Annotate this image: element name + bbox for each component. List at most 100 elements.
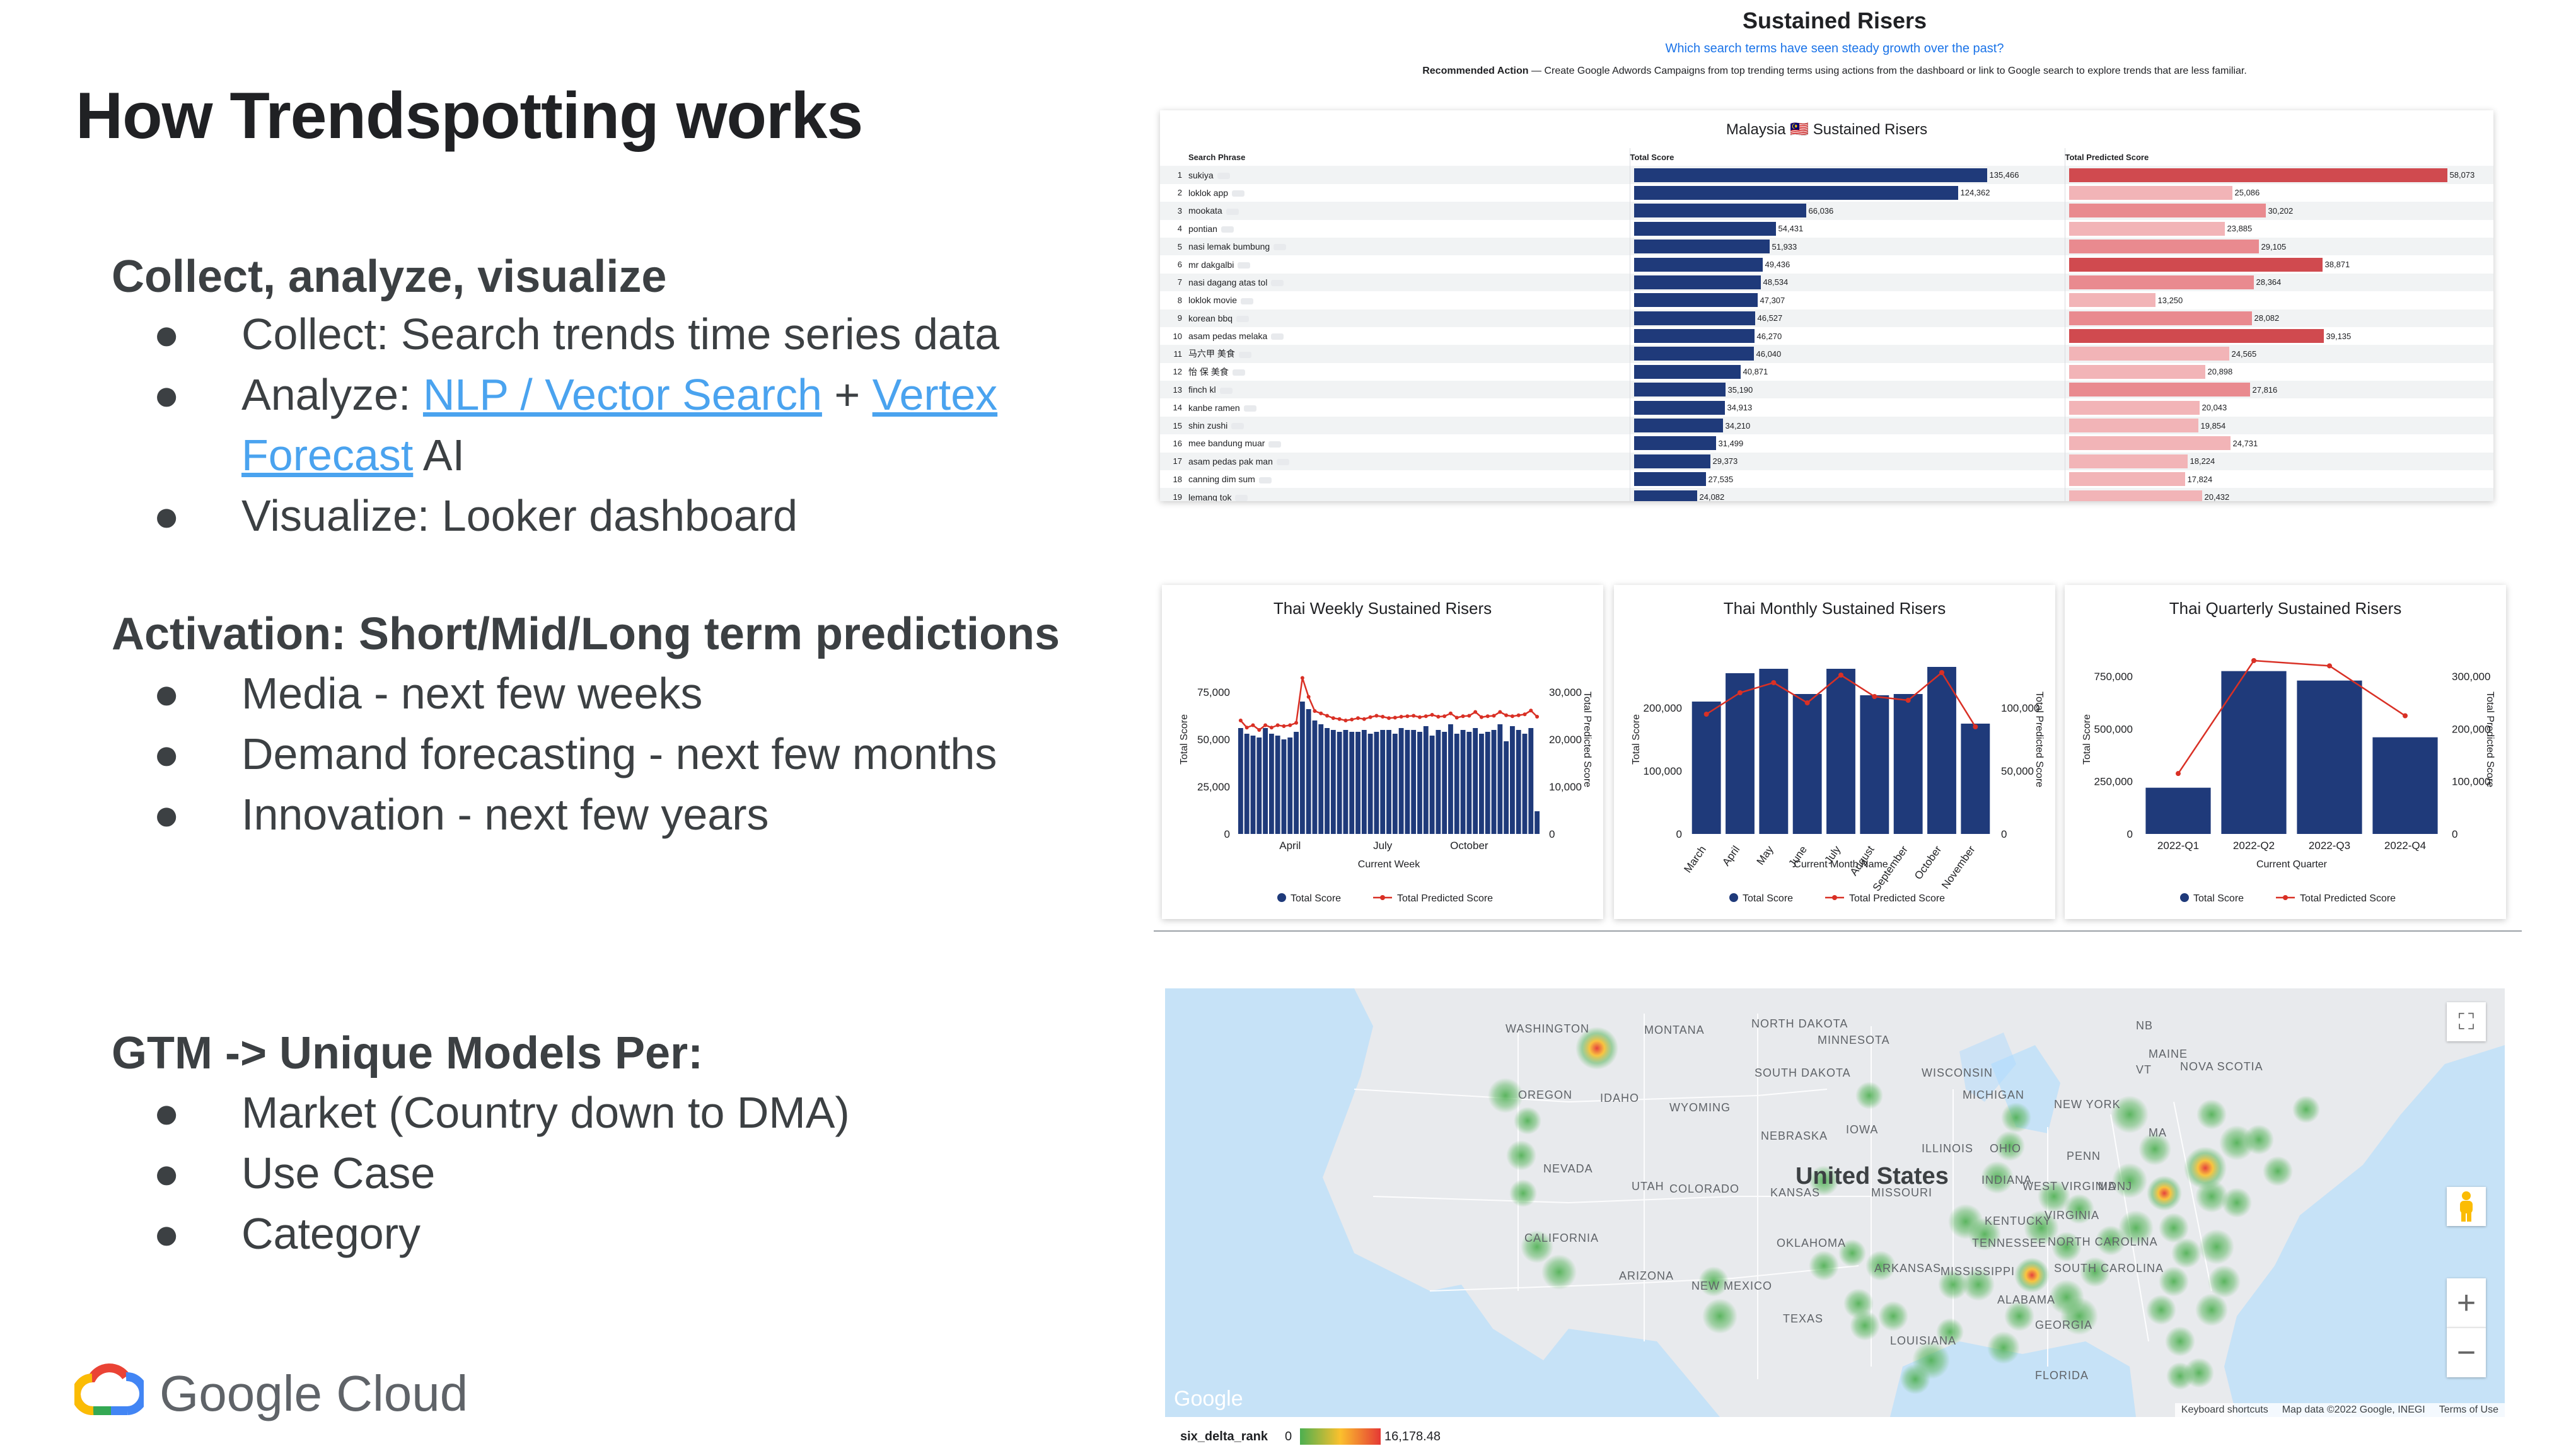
zoom-in-button[interactable]: +: [2447, 1278, 2486, 1327]
row-phrase[interactable]: nasi lemak bumbung: [1188, 237, 1630, 256]
more-chip-icon[interactable]: [1273, 244, 1287, 251]
more-chip-icon[interactable]: [1238, 262, 1251, 269]
pegman-icon[interactable]: [2447, 1187, 2486, 1226]
bullet-dot: ●: [153, 790, 180, 839]
score-bar: [1263, 728, 1268, 834]
more-chip-icon[interactable]: [1232, 190, 1245, 197]
bullet-analyze-plus: +: [821, 370, 873, 419]
us-heatmap[interactable]: WASHINGTON OREGON IDAHO MONTANA WYOMING NEVAD…: [1165, 988, 2505, 1417]
vertex-forecast-link-cont[interactable]: Forecast: [241, 431, 414, 480]
row-phrase[interactable]: pontian: [1188, 219, 1630, 238]
table-row[interactable]: 14 kanbe ramen 34,913 20,043: [1160, 398, 2493, 417]
total-bar: [1633, 293, 1758, 308]
bullet-dot: ●: [153, 1088, 180, 1137]
row-phrase[interactable]: sukiya: [1188, 166, 1630, 184]
row-phrase[interactable]: finch kl: [1188, 381, 1630, 399]
row-total: 35,190: [1630, 381, 2065, 399]
predicted-point: [1492, 714, 1496, 718]
predicted-line: [1239, 678, 1538, 731]
score-bar: [1398, 728, 1404, 834]
more-chip-icon[interactable]: [1268, 441, 1282, 448]
map-attribution: Keyboard shortcuts Map data ©2022 Google…: [2174, 1403, 2505, 1417]
state-label: TENNESSEE: [1972, 1237, 2046, 1249]
row-phrase[interactable]: canning dim sum: [1188, 470, 1630, 489]
score-bar: [1386, 730, 1391, 834]
fullscreen-icon[interactable]: ⛶: [2447, 1002, 2486, 1041]
table-row[interactable]: 1 sukiya 135,466 58,073: [1160, 166, 2493, 184]
phrase-text: asam pedas pak man: [1188, 456, 1273, 466]
more-chip-icon[interactable]: [1276, 459, 1289, 466]
row-phrase[interactable]: mee bandung muar: [1188, 434, 1630, 453]
predicted-point: [1485, 714, 1490, 719]
more-chip-icon[interactable]: [1271, 333, 1284, 340]
row-phrase[interactable]: loklok movie: [1188, 291, 1630, 309]
more-chip-icon[interactable]: [1226, 208, 1239, 215]
more-chip-icon[interactable]: [1271, 280, 1284, 287]
row-phrase[interactable]: asam pedas pak man: [1188, 452, 1630, 471]
more-chip-icon[interactable]: [1232, 369, 1245, 376]
more-chip-icon[interactable]: [1243, 405, 1256, 412]
row-phrase[interactable]: kanbe ramen: [1188, 398, 1630, 417]
state-label: COLORADO: [1669, 1183, 1739, 1195]
pred-value: 13,250: [2157, 295, 2183, 305]
row-phrase[interactable]: mookata: [1188, 202, 1630, 220]
table-row[interactable]: 17 asam pedas pak man 29,373 18,224: [1160, 452, 2493, 471]
table-row[interactable]: 3 mookata 66,036 30,202: [1160, 202, 2493, 220]
table-row[interactable]: 2 loklok app 124,362 25,086: [1160, 183, 2493, 202]
col-header-pred[interactable]: Total Predicted Score: [2065, 152, 2149, 162]
state-label: MISSISSIPPI: [1941, 1265, 2015, 1278]
table-row[interactable]: 4 pontian 54,431 23,885: [1160, 219, 2493, 238]
more-chip-icon[interactable]: [1217, 172, 1230, 179]
more-chip-icon[interactable]: [1235, 494, 1248, 501]
row-phrase[interactable]: nasi dagang atas tol: [1188, 273, 1630, 292]
more-chip-icon[interactable]: [1241, 298, 1254, 304]
vertex-forecast-link[interactable]: Vertex: [872, 370, 998, 419]
bullet-dot: ●: [153, 1209, 180, 1258]
score-bar: [1491, 730, 1497, 834]
row-phrase[interactable]: korean bbq: [1188, 309, 1630, 327]
row-phrase[interactable]: asam pedas melaka: [1188, 327, 1630, 345]
table-row[interactable]: 10 asam pedas melaka 46,270 39,135: [1160, 327, 2493, 345]
row-phrase[interactable]: mr dakgalbi: [1188, 255, 1630, 274]
more-chip-icon[interactable]: [1231, 423, 1244, 430]
row-phrase[interactable]: 怡 保 美食: [1188, 362, 1630, 381]
table-row[interactable]: 8 loklok movie 47,307 13,250: [1160, 291, 2493, 309]
more-chip-icon[interactable]: [1219, 387, 1233, 394]
col-header-phrase[interactable]: Search Phrase: [1188, 148, 1630, 166]
legend-dot-icon: [2180, 893, 2189, 902]
bullet-innovation-text: Innovation - next few years: [241, 790, 769, 839]
table-row[interactable]: 5 nasi lemak bumbung 51,933 29,105: [1160, 237, 2493, 256]
terms-of-use-link[interactable]: Terms of Use: [2439, 1404, 2498, 1415]
nlp-vector-search-link[interactable]: NLP / Vector Search: [422, 370, 822, 419]
map-legend-gradient: [1300, 1428, 1381, 1445]
more-chip-icon[interactable]: [1258, 477, 1272, 483]
total-value: 46,527: [1757, 313, 1783, 323]
row-phrase[interactable]: 马六甲 美食: [1188, 345, 1630, 363]
row-phrase[interactable]: loklok app: [1188, 183, 1630, 202]
bullet-analyze-suffix: AI: [413, 431, 465, 480]
section-collect-heading: Collect, analyze, visualize: [112, 252, 667, 302]
table-row[interactable]: 18 canning dim sum 27,535 17,824: [1160, 470, 2493, 489]
table-row[interactable]: 6 mr dakgalbi 49,436 38,871: [1160, 255, 2493, 274]
table-row[interactable]: 7 nasi dagang atas tol 48,534 28,364: [1160, 273, 2493, 292]
table-row[interactable]: 19 lemang tok 24,082 20,432: [1160, 488, 2493, 501]
row-index: 8: [1177, 295, 1182, 305]
table-row[interactable]: 11 马六甲 美食 46,040 24,565: [1160, 345, 2493, 363]
table-row[interactable]: 16 mee bandung muar 31,499 24,731: [1160, 434, 2493, 453]
more-chip-icon[interactable]: [1236, 316, 1250, 322]
keyboard-shortcuts-link[interactable]: Keyboard shortcuts: [2181, 1404, 2268, 1415]
table-row[interactable]: 13 finch kl 35,190 27,816: [1160, 381, 2493, 399]
col-header-total[interactable]: Total Score: [1630, 148, 2065, 166]
table-row[interactable]: 12 怡 保 美食 40,871 20,898: [1160, 362, 2493, 381]
predicted-point: [1535, 715, 1540, 719]
more-chip-icon[interactable]: [1238, 351, 1251, 358]
table-row[interactable]: 9 korean bbq 46,527 28,082: [1160, 309, 2493, 327]
y-tick-label: 0: [1676, 828, 1682, 840]
table-row[interactable]: 15 shin zushi 34,210 19,854: [1160, 416, 2493, 435]
state-label: WASHINGTON: [1506, 1022, 1589, 1035]
zoom-out-button[interactable]: −: [2447, 1327, 2486, 1377]
predicted-point: [1393, 715, 1397, 720]
more-chip-icon[interactable]: [1221, 226, 1234, 233]
row-phrase[interactable]: shin zushi: [1188, 416, 1630, 435]
row-phrase[interactable]: lemang tok: [1188, 488, 1630, 501]
